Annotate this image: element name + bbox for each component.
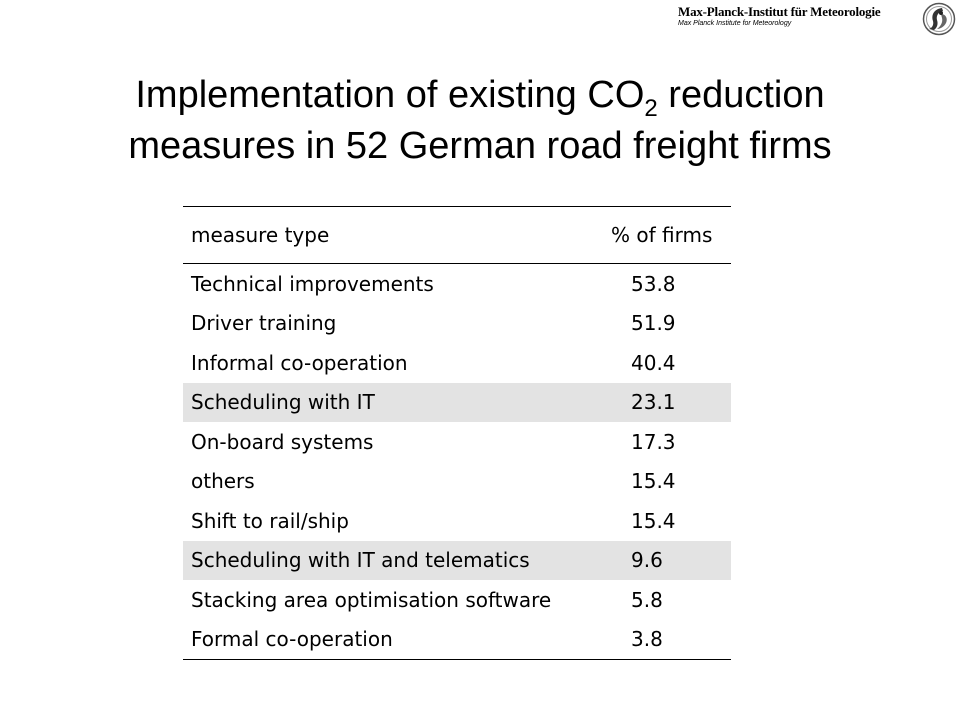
cell-measure: Scheduling with IT and telematics — [183, 540, 603, 580]
table-row: Informal co-operation 40.4 — [183, 343, 731, 383]
institute-name: Max-Planck-Institut für Meteorologie — [678, 4, 881, 19]
slide-title: Implementation of existing CO2 reduction… — [0, 72, 960, 169]
header-percent-firms: % of firms — [611, 223, 713, 247]
table-row-highlighted: Scheduling with IT and telematics 9.6 — [183, 540, 731, 580]
cell-percent: 9.6 — [603, 540, 731, 580]
cell-measure: Informal co-operation — [191, 350, 408, 375]
cell-percent: 3.8 — [631, 627, 663, 652]
cell-percent: 15.4 — [631, 508, 676, 533]
cell-percent: 53.8 — [631, 271, 676, 296]
institute-header: Max-Planck-Institut für Meteorologie Max… — [678, 4, 908, 28]
table-row: Technical improvements 53.8 — [183, 264, 731, 304]
cell-percent: 23.1 — [603, 382, 731, 422]
cell-measure: Shift to rail/ship — [191, 508, 349, 533]
cell-measure: others — [191, 469, 255, 494]
cell-percent: 40.4 — [631, 350, 676, 375]
header-measure-type: measure type — [191, 223, 330, 247]
measures-table: measure type % of firms Technical improv… — [183, 206, 731, 660]
title-subscript: 2 — [644, 95, 658, 122]
cell-percent: 17.3 — [631, 429, 676, 454]
cell-measure: Stacking area optimisation software — [191, 587, 552, 612]
table-row-highlighted: Scheduling with IT 23.1 — [183, 382, 731, 422]
table-row: Formal co-operation 3.8 — [183, 620, 731, 660]
cell-measure: Technical improvements — [191, 271, 434, 296]
cell-percent: 5.8 — [631, 587, 663, 612]
mpg-minerva-logo-icon — [922, 2, 956, 36]
measures-table-container: measure type % of firms Technical improv… — [183, 206, 731, 660]
table-row: others 15.4 — [183, 462, 731, 502]
table-row: Stacking area optimisation software 5.8 — [183, 580, 731, 620]
institute-subtitle: Max Planck Institute for Meteorology — [678, 20, 792, 27]
cell-percent: 15.4 — [631, 469, 676, 494]
cell-measure: Scheduling with IT — [183, 382, 603, 422]
title-line2: measures in 52 German road freight firms — [128, 125, 832, 167]
cell-measure: Driver training — [191, 311, 337, 336]
table-row: Shift to rail/ship 15.4 — [183, 501, 731, 541]
cell-measure: On-board systems — [191, 429, 374, 454]
title-line1-post: reduction — [657, 74, 825, 116]
cell-percent: 51.9 — [631, 311, 676, 336]
table-header-row: measure type % of firms — [183, 206, 731, 264]
cell-measure: Formal co-operation — [191, 627, 393, 652]
table-row: Driver training 51.9 — [183, 304, 731, 344]
table-row: On-board systems 17.3 — [183, 422, 731, 462]
title-line1-pre: Implementation of existing CO — [135, 74, 645, 116]
